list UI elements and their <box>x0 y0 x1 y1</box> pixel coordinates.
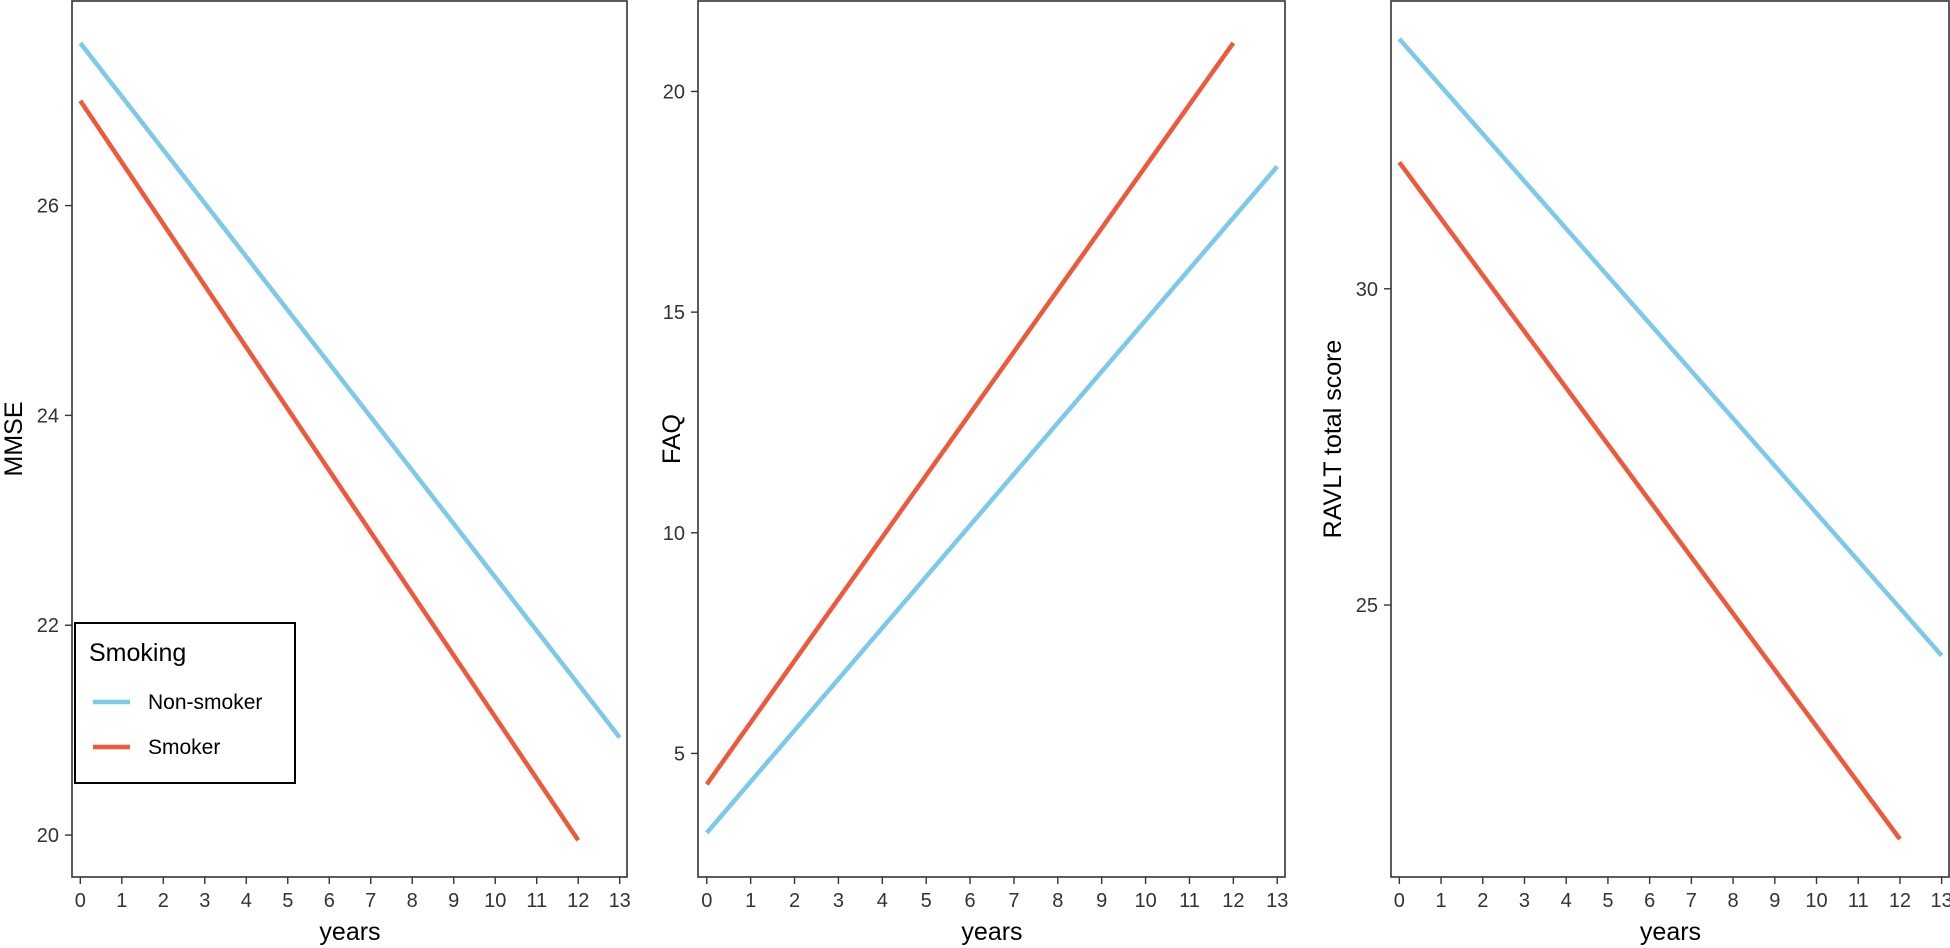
series-line-non-smoker <box>1397 37 1944 658</box>
series-line-smoker <box>704 41 1236 786</box>
x-tick-label: 7 <box>1008 890 1019 912</box>
x-tick-label: 10 <box>484 890 506 912</box>
series-line-non-smoker <box>78 41 622 739</box>
y-tick-label: 20 <box>663 81 685 103</box>
x-tick-label: 13 <box>1266 890 1288 912</box>
x-tick-label: 4 <box>241 890 252 912</box>
x-axis-title: years <box>319 918 380 946</box>
panel-border <box>1390 0 1950 878</box>
x-tick-label: 1 <box>116 890 127 912</box>
x-tick-label: 11 <box>1848 890 1869 912</box>
x-tick-label: 4 <box>1561 890 1572 912</box>
x-tick-label: 8 <box>1052 890 1063 912</box>
x-axis-title: years <box>1640 918 1701 946</box>
x-tick-label: 8 <box>407 890 418 912</box>
y-tick-label: 5 <box>674 743 685 765</box>
x-tick-label: 13 <box>1931 890 1950 912</box>
x-tick-label: 13 <box>609 890 631 912</box>
legend: Smoking Non-smoker Smoker <box>74 622 296 784</box>
x-tick-label: 5 <box>921 890 932 912</box>
x-tick-label: 3 <box>833 890 844 912</box>
y-tick-label: 25 <box>1356 595 1378 617</box>
x-tick-label: 9 <box>1096 890 1107 912</box>
x-tick-label: 2 <box>158 890 169 912</box>
legend-title: Smoking <box>89 639 186 667</box>
x-tick-label: 11 <box>526 890 547 912</box>
y-tick-label: 22 <box>37 615 59 637</box>
x-tick-label: 6 <box>1644 890 1655 912</box>
y-tick-label: 15 <box>663 302 685 324</box>
x-tick-label: 4 <box>877 890 888 912</box>
y-tick-label: 26 <box>37 196 59 218</box>
x-tick-label: 11 <box>1179 890 1200 912</box>
panel-border <box>71 0 628 878</box>
x-tick-label: 0 <box>75 890 86 912</box>
x-tick-label: 8 <box>1728 890 1739 912</box>
x-tick-label: 12 <box>567 890 589 912</box>
series-line-smoker <box>1397 160 1902 841</box>
x-tick-label: 6 <box>324 890 335 912</box>
y-tick-label: 20 <box>37 825 59 847</box>
x-tick-label: 9 <box>1769 890 1780 912</box>
x-tick-label: 9 <box>448 890 459 912</box>
x-tick-label: 10 <box>1134 890 1156 912</box>
x-tick-label: 0 <box>1394 890 1405 912</box>
x-tick-label: 1 <box>745 890 756 912</box>
panel-border <box>697 0 1286 878</box>
y-axis-title: FAQ <box>658 414 686 464</box>
x-tick-label: 2 <box>1477 890 1488 912</box>
y-tick-label: 24 <box>37 405 59 427</box>
x-tick-label: 5 <box>1602 890 1613 912</box>
x-tick-label: 12 <box>1222 890 1244 912</box>
x-tick-label: 5 <box>282 890 293 912</box>
x-tick-label: 2 <box>789 890 800 912</box>
series-line-non-smoker <box>705 165 1279 835</box>
y-tick-label: 30 <box>1356 279 1378 301</box>
x-tick-label: 0 <box>701 890 712 912</box>
x-tick-label: 1 <box>1435 890 1446 912</box>
x-tick-label: 3 <box>1519 890 1530 912</box>
x-tick-label: 6 <box>964 890 975 912</box>
y-tick-label: 10 <box>663 523 685 545</box>
legend-label-smoker: Smoker <box>148 736 220 759</box>
series-line-smoker <box>78 99 581 842</box>
y-axis-title: MMSE <box>0 402 28 477</box>
y-axis-title: RAVLT total score <box>1319 340 1347 539</box>
x-tick-label: 7 <box>1686 890 1697 912</box>
legend-label-non-smoker: Non-smoker <box>148 691 262 714</box>
x-tick-label: 12 <box>1889 890 1911 912</box>
x-tick-label: 7 <box>365 890 376 912</box>
x-tick-label: 3 <box>199 890 210 912</box>
x-axis-title: years <box>961 918 1022 946</box>
x-tick-label: 10 <box>1805 890 1827 912</box>
